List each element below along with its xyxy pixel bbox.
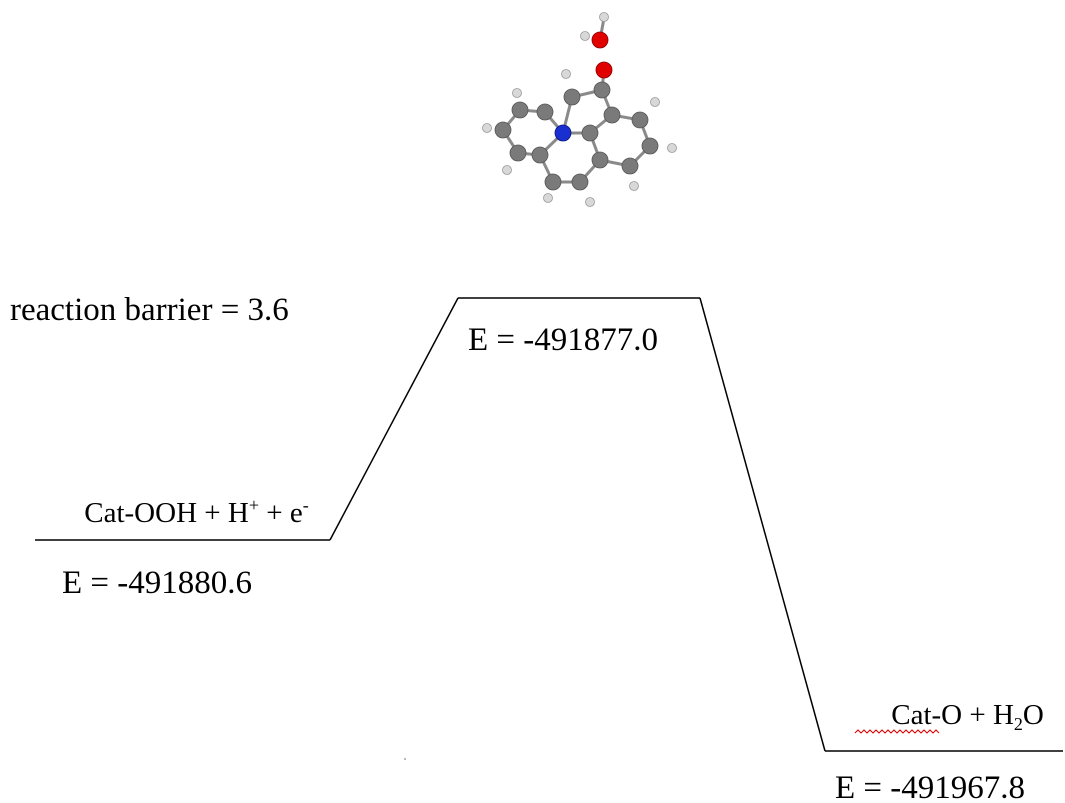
state-energy: E = -491967.8 xyxy=(835,770,1025,803)
state-energy: E = -491880.6 xyxy=(62,565,252,601)
energy-diagram: reaction barrier = 3.6 Cat-OOH + H+ + e-… xyxy=(0,0,1065,803)
superscript: - xyxy=(303,495,309,515)
state-energy: E = -491877.0 xyxy=(468,322,658,358)
state-label: Cat-OOH + H+ + e- xyxy=(48,486,330,529)
label-part: O xyxy=(1023,699,1044,731)
dot xyxy=(404,758,406,760)
superscript: + xyxy=(249,495,259,515)
molecule-image xyxy=(483,13,677,207)
barrier-annotation: reaction barrier = 3.6 xyxy=(10,292,289,328)
state-label: Cat-O + H2O xyxy=(855,699,1065,734)
label-part: + e xyxy=(259,497,303,529)
label-part: Cat-OOH + H xyxy=(84,497,249,529)
subscript: 2 xyxy=(1014,714,1023,734)
label-part: Cat-O + H xyxy=(891,699,1014,731)
